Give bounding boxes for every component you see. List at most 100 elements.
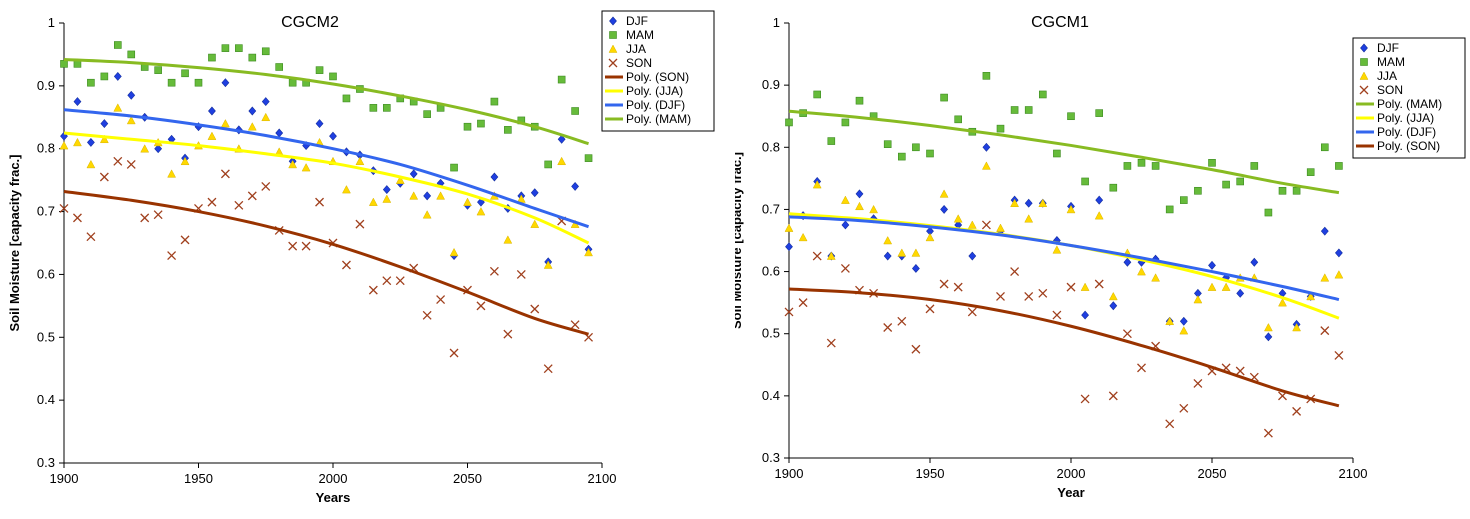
data-point [543, 260, 553, 269]
data-point [855, 96, 864, 105]
data-point [395, 175, 405, 184]
data-point [73, 137, 82, 147]
data-point [1080, 394, 1090, 404]
data-point [1165, 205, 1174, 214]
data-point [1010, 267, 1020, 277]
x-tick-label: 2100 [1339, 466, 1368, 481]
x-axis-label: Year [1057, 485, 1084, 500]
data-point [1122, 329, 1132, 339]
data-point [288, 241, 298, 251]
data-point [409, 169, 418, 179]
data-point [369, 104, 378, 112]
data-point [996, 291, 1005, 301]
y-tick-label: 0.8 [762, 139, 780, 154]
legend-marker [1360, 43, 1368, 53]
series-djf [60, 71, 593, 267]
data-point [784, 307, 794, 317]
data-point [261, 181, 271, 191]
series-son [784, 220, 1344, 438]
y-axis-label: Soil Moisture [capacity frac.] [735, 152, 744, 329]
cgcm2-chart: CGCM2 0.3 0.4 0.5 0.6 0.7 0.8 0.9 1 1900 1950 2000 2… [7, 10, 715, 505]
data-point [841, 118, 850, 127]
data-point [140, 213, 150, 223]
data-point [59, 203, 69, 213]
data-point [571, 107, 579, 115]
data-point [476, 301, 486, 311]
data-point [1306, 291, 1316, 301]
legend-marker [609, 16, 617, 26]
data-point [1109, 183, 1118, 192]
trendline [63, 57, 590, 146]
data-point [72, 213, 82, 223]
data-point [1038, 288, 1048, 298]
data-point [100, 119, 109, 129]
data-point [1123, 162, 1132, 170]
data-point [557, 156, 567, 166]
data-point [275, 63, 284, 71]
y-tick-label: 0.4 [37, 392, 55, 407]
legend-label: Poly. (DJF) [1377, 125, 1436, 139]
data-point [813, 90, 821, 99]
data-point [911, 248, 921, 257]
data-point [530, 188, 539, 198]
data-point [1278, 186, 1287, 195]
data-point [1335, 248, 1343, 258]
data-point [1221, 282, 1231, 291]
data-point [883, 235, 893, 245]
legend-marker [609, 31, 617, 39]
data-point [1052, 245, 1062, 254]
series-mam [60, 41, 593, 172]
data-point [1263, 322, 1273, 332]
legend-label: JJA [626, 42, 646, 56]
data-point [940, 204, 948, 214]
data-point [1094, 279, 1104, 289]
x-tick-label: 2000 [1057, 466, 1086, 481]
data-point [1208, 159, 1216, 167]
legend-label: SON [1377, 83, 1403, 97]
data-point [1080, 282, 1090, 291]
data-point [784, 223, 794, 232]
data-point [220, 119, 230, 128]
data-point [127, 90, 136, 100]
data-point [436, 295, 446, 305]
data-point [883, 323, 893, 332]
legend-label: JJA [1377, 69, 1397, 83]
x-tick-label: 2050 [1198, 466, 1227, 481]
series-jja [784, 161, 1344, 335]
data-point [543, 364, 553, 374]
data-point [939, 189, 949, 198]
data-point [1193, 378, 1203, 388]
x-tick-label: 2050 [453, 471, 482, 486]
data-point [967, 307, 977, 317]
data-point [1010, 198, 1020, 207]
data-point [180, 235, 190, 245]
data-point [584, 154, 593, 162]
data-point [208, 53, 216, 62]
cgcm1-chart: CGCM1 0.3 0.4 0.5 0.6 0.7 0.8 0.9 1 1900 1950 2000 2… [735, 14, 1466, 500]
data-point [261, 112, 271, 122]
data-point [530, 304, 540, 314]
data-point [234, 200, 244, 210]
data-point [954, 115, 962, 124]
data-point [1067, 112, 1075, 121]
data-point [785, 118, 793, 127]
data-point [1179, 196, 1188, 204]
data-point [382, 194, 392, 203]
data-point [463, 122, 472, 131]
data-point [1024, 198, 1033, 208]
data-point [1038, 198, 1048, 207]
data-point [247, 122, 257, 131]
data-point [1052, 310, 1062, 320]
data-point [981, 161, 991, 170]
legend-marker [608, 44, 618, 53]
data-point [1024, 291, 1034, 301]
data-point [220, 169, 230, 179]
data-point [247, 191, 257, 201]
data-point [516, 269, 526, 279]
data-point [1207, 282, 1217, 291]
data-point [477, 119, 485, 128]
data-point [925, 232, 935, 242]
trendline [788, 287, 1340, 408]
data-point [1053, 149, 1061, 158]
data-point [235, 44, 243, 52]
